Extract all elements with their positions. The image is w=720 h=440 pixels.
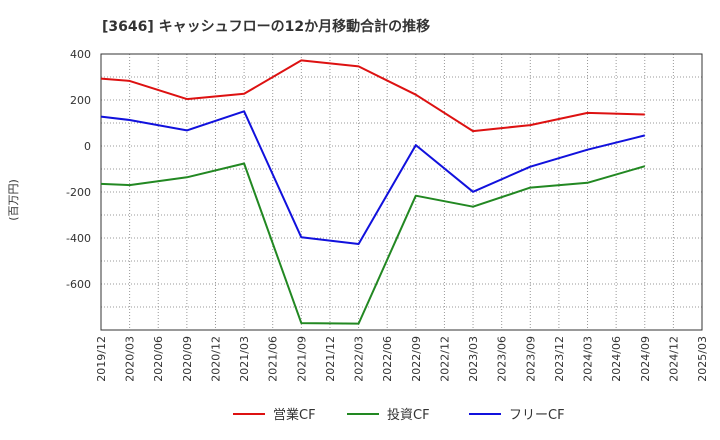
x-tick-label: 2022/12	[438, 336, 451, 382]
x-tick-label: 2022/09	[410, 336, 423, 382]
x-tick-label: 2022/03	[353, 336, 366, 382]
x-tick-label: 2020/12	[209, 336, 222, 382]
x-tick-label: 2021/06	[267, 336, 280, 382]
x-tick-label: 2023/03	[467, 336, 480, 382]
x-tick-label: 2021/03	[238, 336, 251, 382]
x-tick-label: 2021/09	[295, 336, 308, 382]
x-tick-label: 2020/06	[152, 336, 165, 382]
x-tick-label: 2023/12	[553, 336, 566, 382]
y-tick-label: -600	[66, 278, 91, 291]
y-tick-label: 0	[84, 140, 91, 153]
series-line-フリーCF	[100, 110, 646, 245]
plot-frame	[100, 53, 703, 331]
y-tick-label: 200	[70, 94, 91, 107]
legend-label: 投資CF	[387, 407, 430, 423]
x-tick-label: 2024/06	[610, 336, 623, 382]
series-layer	[100, 59, 646, 325]
y-tick-label: -400	[66, 232, 91, 245]
grid	[100, 53, 703, 331]
x-tick-label: 2024/12	[667, 336, 680, 382]
chart-title: [3646] キャッシュフローの12か月移動合計の推移	[102, 18, 430, 35]
legend-label: フリーCF	[509, 408, 565, 423]
x-tick-label: 2023/09	[524, 336, 537, 382]
x-tick-label: 2020/03	[124, 336, 137, 382]
legend: 営業CF 投資CF フリーCF	[233, 407, 565, 423]
x-tick-label: 2023/06	[496, 336, 509, 382]
legend-label: 営業CF	[273, 407, 316, 423]
series-line-営業CF	[100, 59, 645, 133]
x-tick-label: 2021/12	[324, 336, 337, 382]
x-tick-label: 2019/12	[95, 336, 108, 382]
y-axis-label: (百万円)	[7, 179, 20, 221]
x-tick-label: 2020/09	[181, 336, 194, 382]
x-tick-label: 2025/03	[696, 336, 709, 382]
y-tick-label: -200	[66, 186, 91, 199]
y-tick-label: 400	[70, 48, 91, 61]
series-line-投資CF	[100, 162, 646, 325]
x-tick-label: 2024/09	[639, 336, 652, 382]
x-tick-label: 2024/03	[582, 336, 595, 382]
x-tick-label: 2022/06	[381, 336, 394, 382]
axes: 400 200 0 -200 -400 -600 2019/12 2020/03 2020/06…	[66, 48, 709, 382]
